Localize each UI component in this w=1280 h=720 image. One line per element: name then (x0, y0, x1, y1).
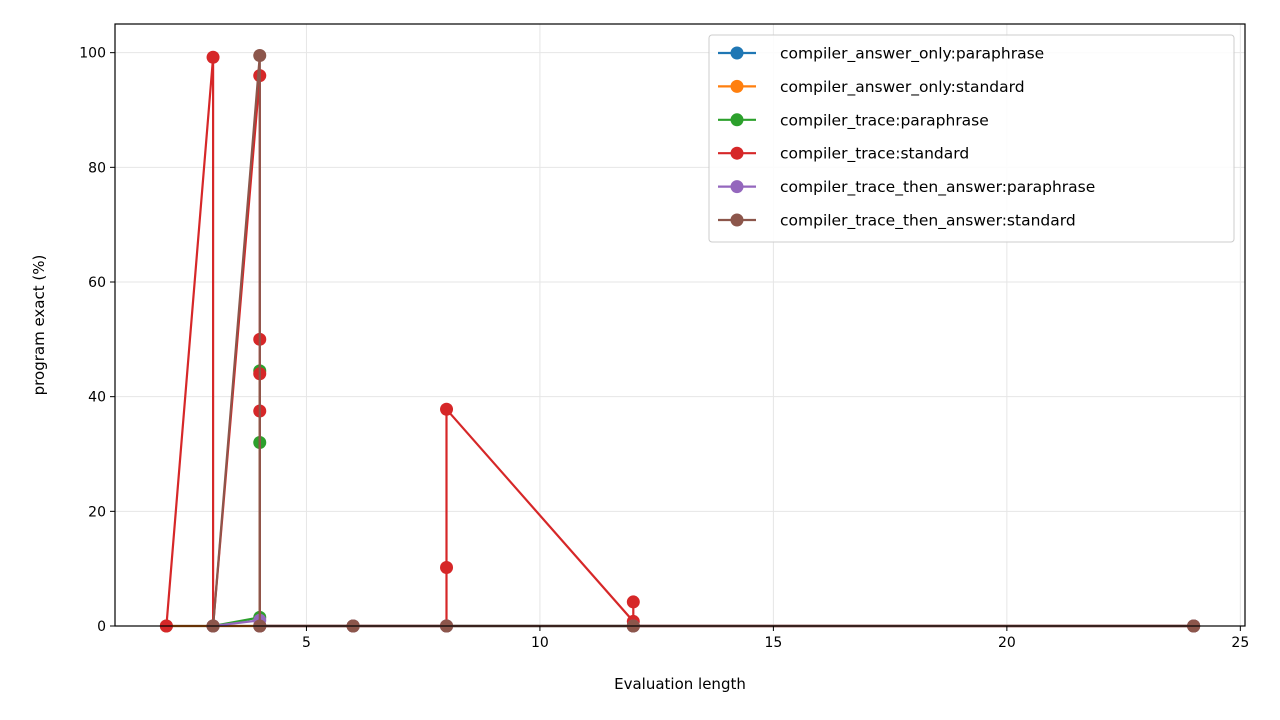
legend-label: compiler_trace:standard (780, 145, 969, 164)
x-axis-label: Evaluation length (614, 675, 746, 693)
y-tick-label: 0 (97, 619, 106, 635)
series-line (212, 369, 1194, 628)
data-point (253, 49, 267, 63)
legend-item: compiler_trace:paraphrase (718, 111, 989, 130)
y-tick-label: 60 (88, 275, 106, 291)
data-point (440, 561, 454, 575)
x-tick-label: 5 (302, 635, 311, 651)
x-tick-label: 15 (764, 635, 782, 651)
y-axis-label: program exact (%) (30, 255, 48, 396)
legend-box (708, 34, 1235, 243)
legend-item: compiler_answer_only:standard (718, 78, 1025, 97)
legend: compiler_answer_only:paraphrase compiler_… (708, 34, 1235, 243)
data-point (626, 595, 640, 609)
legend-swatch-marker (730, 46, 744, 60)
legend-label: compiler_trace_then_answer:standard (780, 212, 1076, 231)
legend-item: compiler_answer_only:paraphrase (718, 45, 1044, 64)
legend-item: compiler_trace_then_answer:paraphrase (718, 178, 1095, 197)
data-point (440, 402, 454, 416)
legend-swatch-marker (730, 213, 744, 227)
x-tick-label: 25 (1231, 635, 1249, 651)
series-3 (206, 364, 1201, 633)
y-tick-label: 80 (88, 160, 106, 176)
y-tick-label: 40 (88, 390, 106, 406)
y-tick-label: 20 (88, 504, 106, 520)
legend-swatch-marker (730, 180, 744, 194)
legend-swatch-marker (730, 79, 744, 93)
ticks: 5 10 15 20 25 0 20 40 60 80 100 (79, 46, 1249, 651)
legend-label: compiler_answer_only:standard (780, 78, 1025, 97)
legend-label: compiler_answer_only:paraphrase (780, 45, 1044, 64)
x-tick-label: 20 (998, 635, 1016, 651)
legend-item: compiler_trace:standard (718, 145, 969, 164)
legend-swatch-marker (730, 113, 744, 127)
legend-swatch-marker (730, 146, 744, 160)
legend-label: compiler_trace_then_answer:paraphrase (780, 178, 1095, 197)
legend-item: compiler_trace_then_answer:standard (718, 212, 1076, 231)
plot-frame (114, 23, 1246, 627)
data-point (206, 50, 220, 64)
y-tick-label: 100 (79, 46, 106, 62)
x-tick-label: 10 (531, 635, 549, 651)
legend-label: compiler_trace:paraphrase (780, 111, 989, 130)
